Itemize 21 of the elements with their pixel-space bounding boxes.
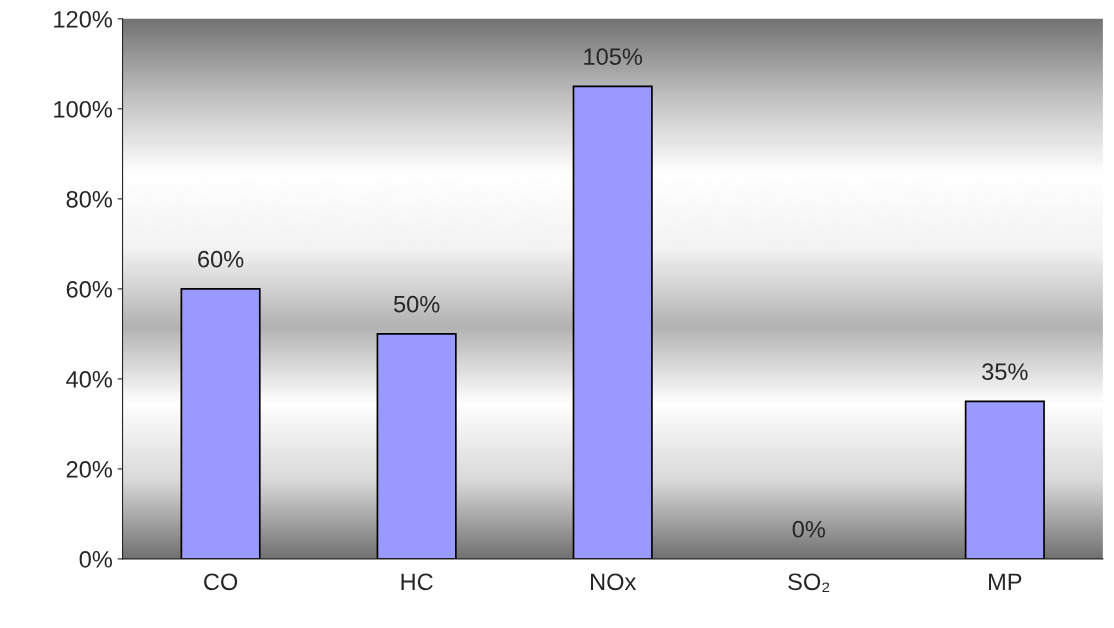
- bar: [376, 333, 457, 559]
- data-label: 105%: [584, 48, 643, 66]
- x-tick-label: SO₂: [788, 573, 830, 592]
- data-label: 50%: [393, 295, 440, 313]
- bar: [964, 400, 1045, 559]
- y-tick-label: 40%: [66, 370, 112, 388]
- data-label: 0%: [792, 520, 825, 538]
- x-tick-label: NOx: [591, 573, 637, 591]
- y-tick-label: 20%: [66, 460, 112, 478]
- data-label: 60%: [198, 250, 244, 268]
- y-tick-label: 60%: [66, 280, 112, 298]
- y-tick-label: 100%: [54, 100, 112, 118]
- y-tick-label: 80%: [66, 190, 112, 208]
- y-tick-label: 0%: [79, 550, 112, 568]
- x-tick-label: CO: [204, 573, 238, 591]
- y-tick-label: 120%: [54, 10, 112, 28]
- x-tick-label: MP: [989, 573, 1022, 590]
- bar: [180, 288, 261, 559]
- bar: [572, 85, 653, 559]
- data-label: 35%: [982, 363, 1028, 381]
- x-tick-label: HC: [401, 573, 433, 591]
